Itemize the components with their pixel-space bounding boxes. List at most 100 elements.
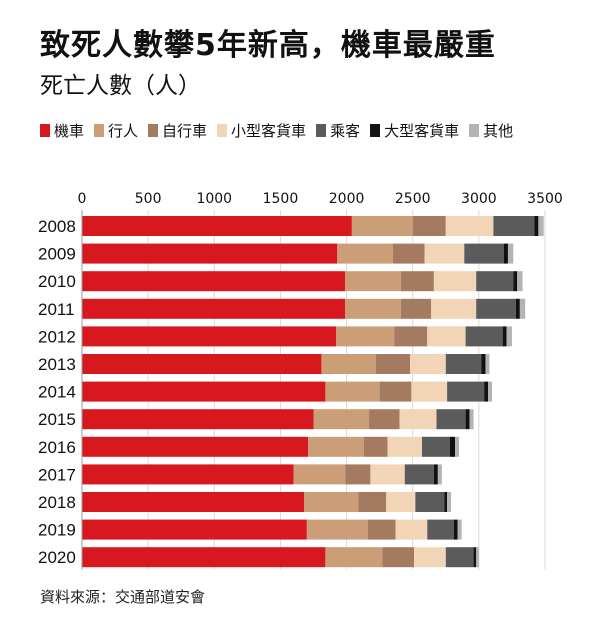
- bar-segment: [82, 436, 309, 457]
- bar-segment: [369, 409, 400, 430]
- bar-segment: [370, 464, 405, 485]
- bar-segment: [375, 354, 411, 374]
- bar-segment: [358, 492, 387, 512]
- bar-segment: [502, 326, 507, 347]
- bar-segment: [399, 409, 437, 430]
- x-tick-label: 500: [135, 191, 162, 207]
- bar-segment: [488, 381, 493, 402]
- legend-swatch: [370, 124, 381, 137]
- bar-segment: [465, 326, 503, 347]
- bar-segment: [337, 243, 393, 264]
- bar-segment: [427, 519, 454, 540]
- bar-segment: [293, 464, 346, 485]
- bar-segment: [82, 547, 326, 568]
- y-category-label: 2008: [38, 217, 76, 236]
- bar-segment: [517, 271, 523, 292]
- legend-swatch: [40, 124, 50, 137]
- bar-segment: [437, 464, 442, 485]
- bar-segment: [481, 354, 486, 374]
- bar-segment: [427, 326, 466, 347]
- legend-swatch: [148, 124, 159, 137]
- bar-segment: [485, 354, 490, 374]
- y-category-label: 2012: [38, 327, 76, 346]
- legend-label: 行人: [108, 122, 139, 140]
- legend-label: 小型客貨車: [231, 122, 307, 140]
- y-category-label: 2016: [38, 438, 76, 457]
- bar-segment: [465, 409, 470, 430]
- bar-segment: [382, 547, 415, 568]
- y-category-label: 2017: [38, 465, 76, 484]
- y-category-label: 2014: [38, 383, 76, 402]
- bar-segment: [82, 381, 326, 402]
- chart-subtitle: 死亡人數（人）: [40, 73, 201, 99]
- legend-label: 機車: [54, 122, 85, 140]
- bar-segment: [464, 243, 504, 264]
- bar-segment: [394, 326, 428, 347]
- stacked-bar-chart: 0 500 1000 1500 2000 2500 3000 3500 2008 2009 2010…: [38, 191, 563, 570]
- bar-segment: [424, 243, 465, 264]
- bar-segment: [306, 519, 368, 540]
- bar-segment: [449, 436, 456, 457]
- bar-segment: [507, 243, 514, 264]
- bar-segment: [534, 216, 539, 236]
- x-tick-label: 2000: [329, 191, 365, 207]
- bar-segment: [513, 271, 518, 292]
- legend-swatch: [94, 124, 105, 137]
- y-category-label: 2013: [38, 355, 76, 374]
- bar-segment: [404, 464, 434, 485]
- y-category-label: 2015: [38, 410, 76, 429]
- legend-swatch: [316, 124, 327, 137]
- y-category-label: 2019: [38, 521, 76, 540]
- bar-segment: [421, 436, 450, 457]
- bar-segment: [493, 216, 535, 236]
- legend-swatch: [217, 124, 228, 137]
- bar-segment: [447, 381, 485, 402]
- y-category-label: 2009: [38, 245, 76, 264]
- bar-segment: [433, 271, 477, 292]
- bar-segment: [469, 409, 474, 430]
- bar-segment: [82, 519, 307, 540]
- bar-segment: [444, 492, 448, 512]
- data-source-note: 資料來源：交通部道安會: [40, 588, 206, 606]
- bar-segment: [395, 519, 428, 540]
- bar-segment: [82, 216, 352, 236]
- chart-legend: 機車 行人 自行車 小型客貨車 乘客 大型客貨車 其他: [40, 120, 580, 141]
- bar-segment: [433, 464, 438, 485]
- bar-segment: [379, 381, 412, 402]
- bar-segment: [455, 436, 460, 457]
- bar-segment: [82, 492, 305, 512]
- bar-segment: [414, 547, 446, 568]
- y-category-label: 2018: [38, 493, 76, 512]
- bar-segment: [313, 409, 370, 430]
- legend-item: 乘客: [316, 120, 360, 141]
- bar-segment: [351, 216, 413, 236]
- legend-label: 大型客貨車: [384, 122, 460, 140]
- bar-segment: [387, 436, 422, 457]
- bar-segment: [445, 216, 494, 236]
- legend-item: 小型客貨車: [217, 120, 306, 141]
- bar-segment: [447, 492, 452, 512]
- legend-item: 機車: [40, 120, 84, 141]
- bar-segment: [82, 464, 294, 485]
- bar-segment: [538, 216, 544, 236]
- legend-item: 自行車: [148, 120, 207, 141]
- legend-label: 自行車: [162, 122, 208, 140]
- legend-swatch: [469, 124, 480, 137]
- y-category-label: 2011: [38, 300, 75, 319]
- bar-segment: [363, 436, 388, 457]
- bar-segment: [321, 354, 376, 374]
- y-category-label: 2010: [38, 272, 76, 291]
- x-tick-label: 3000: [461, 191, 497, 207]
- bar-segment: [82, 326, 336, 347]
- bar-segment: [457, 519, 462, 540]
- bar-segment: [519, 298, 526, 319]
- legend-item: 大型客貨車: [370, 120, 459, 141]
- bar-segment: [386, 492, 416, 512]
- bar-segment: [325, 381, 380, 402]
- bar-segment: [335, 326, 395, 347]
- bar-segment: [392, 243, 425, 264]
- bar-segment: [412, 216, 446, 236]
- legend-label: 乘客: [330, 122, 361, 140]
- x-tick-label: 1500: [263, 191, 299, 207]
- bar-segment: [82, 354, 322, 374]
